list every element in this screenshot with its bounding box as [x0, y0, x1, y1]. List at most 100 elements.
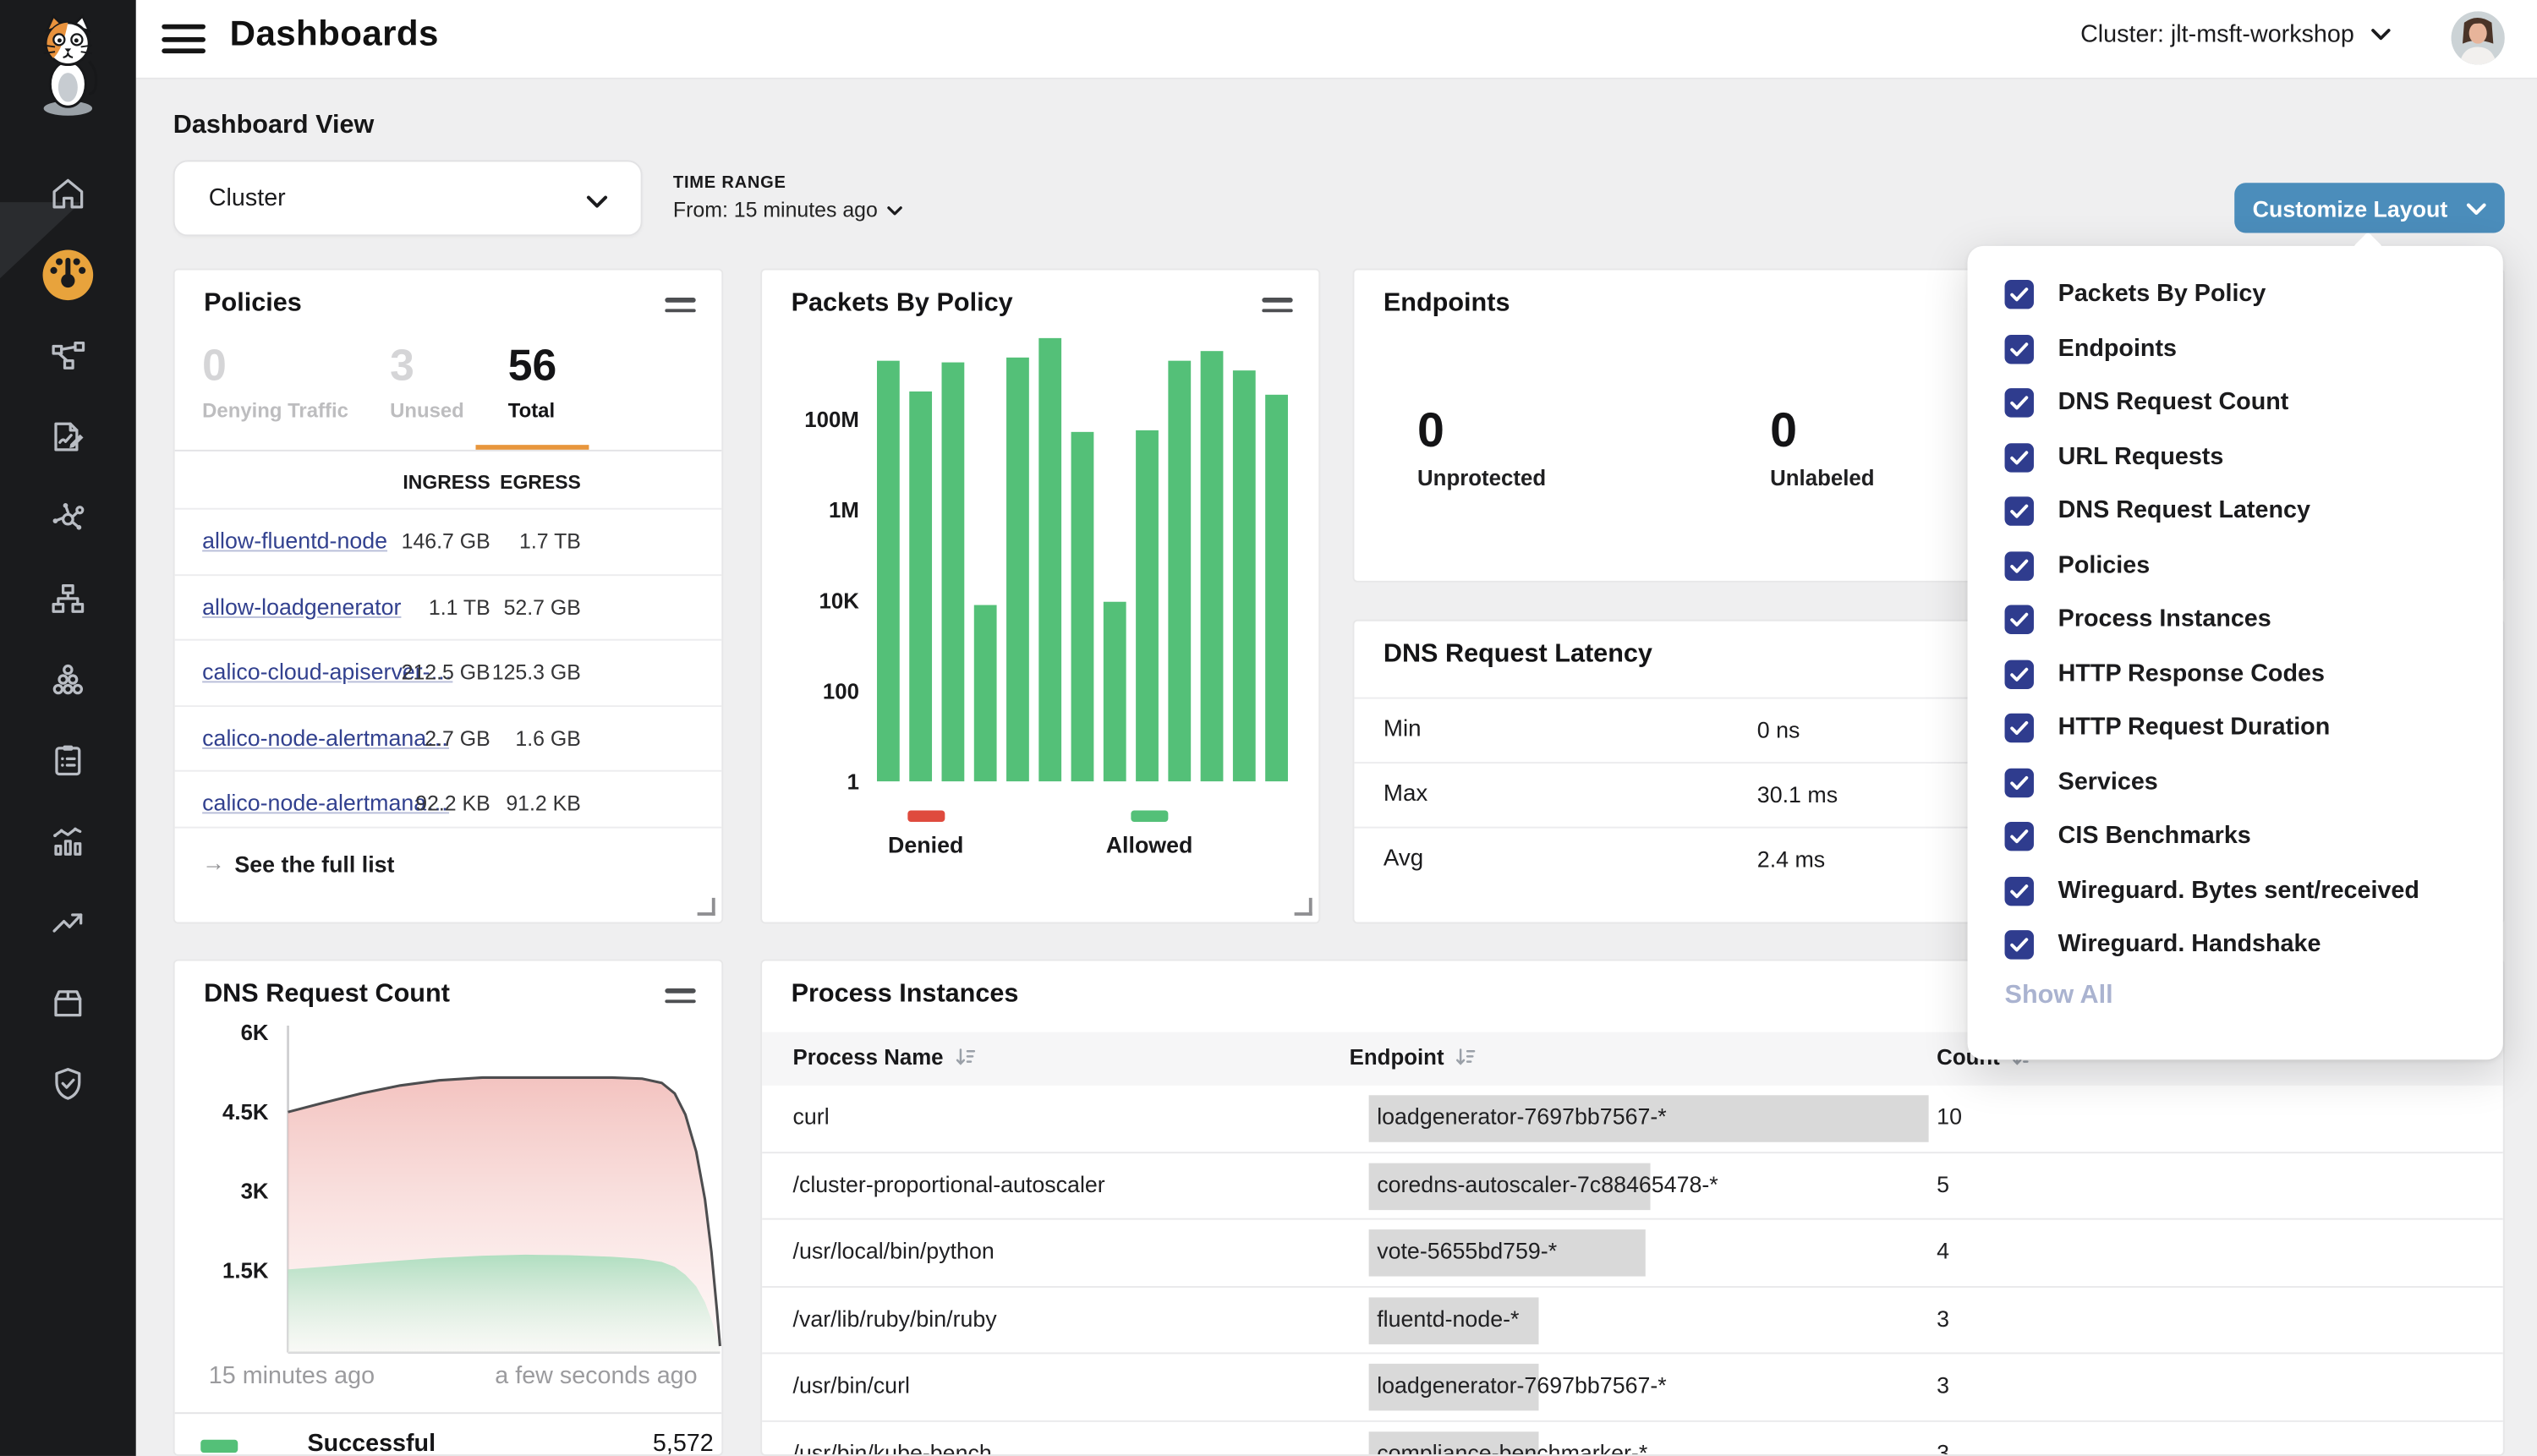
dns-latency-row-list: Min 0 ns Max 30.1 ms Avg 2.4 ms [1354, 697, 2503, 892]
policy-name-link[interactable]: allow-fluentd-node [202, 527, 388, 554]
customize-menu-item[interactable]: Wireguard. Bytes sent/received [1968, 865, 2503, 919]
sidebar-item-policies[interactable] [0, 397, 136, 478]
customize-menu-item[interactable]: Services [1968, 756, 2503, 810]
bar[interactable] [909, 391, 933, 782]
checkbox-checked-icon[interactable] [2004, 821, 2034, 851]
resize-handle[interactable] [697, 897, 715, 916]
policies-stat-total[interactable]: 56 Total [508, 342, 556, 423]
latency-row: Max 30.1 ms [1354, 762, 2503, 827]
customize-menu-list: Packets By Policy Endpoints DNS Request Co… [1968, 269, 2503, 973]
bar[interactable] [1103, 602, 1126, 782]
policies-stat-unused[interactable]: 3 Unused [390, 342, 464, 423]
checkbox-checked-icon[interactable] [2004, 605, 2034, 634]
endpoints-stat-unprotected: 0 Unprotected [1417, 405, 1546, 490]
bar[interactable] [1265, 394, 1288, 782]
package-icon [48, 983, 87, 1022]
bar[interactable] [1136, 430, 1159, 782]
policy-name-link[interactable]: calico-node-alertmana… [202, 724, 449, 750]
checkbox-checked-icon[interactable] [2004, 334, 2034, 364]
sidebar-item-sitemap[interactable] [0, 558, 136, 639]
stat-label: Unused [390, 399, 464, 423]
checkbox-checked-icon[interactable] [2004, 442, 2034, 472]
checkbox-checked-icon[interactable] [2004, 659, 2034, 689]
legend-item[interactable]: Allowed [1106, 810, 1192, 857]
checkbox-checked-icon[interactable] [2004, 930, 2034, 960]
process-count: 3 [1937, 1439, 1950, 1456]
sidebar-item-security-events[interactable] [0, 1043, 136, 1125]
policy-name-link[interactable]: allow-loadgenerator [202, 593, 402, 619]
bar[interactable] [1071, 432, 1094, 782]
endpoint-highlight-bar [1368, 1364, 1539, 1412]
drag-handle-icon[interactable] [1262, 298, 1293, 319]
y-tick-label: 10K [819, 588, 859, 614]
bar[interactable] [1038, 338, 1062, 782]
checkbox-checked-icon[interactable] [2004, 550, 2034, 580]
cluster-selector[interactable]: Cluster: jlt-msft-workshop [2080, 21, 2392, 48]
sidebar-item-trends[interactable] [0, 882, 136, 963]
bar[interactable] [1006, 358, 1029, 782]
customize-menu-item[interactable]: Policies [1968, 539, 2503, 594]
user-avatar[interactable] [2451, 11, 2505, 65]
bar[interactable] [1168, 361, 1192, 782]
stat-label: Denying Traffic [202, 399, 348, 423]
time-range-text: From: 15 minutes ago [672, 197, 878, 222]
customize-menu-item[interactable]: HTTP Request Duration [1968, 702, 2503, 756]
bar[interactable] [973, 605, 997, 782]
customize-menu-item[interactable]: Packets By Policy [1968, 269, 2503, 323]
checkbox-checked-icon[interactable] [2004, 876, 2034, 906]
customize-menu-item[interactable]: HTTP Response Codes [1968, 648, 2503, 702]
stat-value: 56 [507, 341, 557, 391]
see-full-list-link[interactable]: See the full list [234, 851, 395, 877]
checkbox-checked-icon[interactable] [2004, 388, 2034, 418]
time-range-value[interactable]: From: 15 minutes ago [673, 197, 904, 222]
policy-name-link[interactable]: calico-cloud-apiserver-… [202, 658, 453, 685]
customize-menu-item[interactable]: DNS Request Latency [1968, 485, 2503, 539]
trend-up-icon [48, 903, 87, 942]
policy-row: calico-node-alertmana… 2.7 GB 1.6 GB [174, 704, 722, 769]
sidebar-item-dashboards[interactable] [0, 234, 136, 315]
y-tick-label: 1 [847, 769, 859, 795]
checkbox-checked-icon[interactable] [2004, 279, 2034, 309]
sidebar-item-packages[interactable] [0, 962, 136, 1043]
checkbox-checked-icon[interactable] [2004, 496, 2034, 526]
sidebar-item-compliance[interactable] [0, 720, 136, 801]
policy-name-link[interactable]: calico-node-alertmana… [202, 789, 449, 816]
policies-stat-denying[interactable]: 0 Denying Traffic [202, 342, 348, 423]
bar[interactable] [1200, 350, 1224, 782]
customize-menu-item[interactable]: Endpoints [1968, 323, 2503, 377]
customize-menu-item[interactable]: Wireguard. Handshake [1968, 919, 2503, 973]
divider [174, 1412, 722, 1415]
drag-handle-icon[interactable] [665, 988, 696, 1010]
column-header-endpoint[interactable]: Endpoint [1350, 1045, 1477, 1070]
hamburger-menu-icon[interactable] [162, 24, 205, 55]
packets-bars [876, 328, 1301, 782]
show-all-link[interactable]: Show All [2004, 982, 2113, 1010]
bar[interactable] [1232, 369, 1256, 782]
dashboard-view-select[interactable]: Cluster [173, 160, 643, 237]
bar[interactable] [876, 359, 900, 782]
sidebar-item-metrics[interactable] [0, 801, 136, 882]
bar[interactable] [941, 362, 965, 782]
customize-menu-item[interactable]: DNS Request Count [1968, 377, 2503, 431]
customize-menu-item-label: Wireguard. Handshake [2058, 930, 2321, 958]
legend-item[interactable]: Denied [888, 810, 963, 857]
packets-legend: Denied Allowed [762, 810, 1318, 857]
customize-menu-item[interactable]: URL Requests [1968, 431, 2503, 485]
sidebar-item-service-graph[interactable] [0, 315, 136, 397]
drag-handle-icon[interactable] [665, 298, 696, 319]
column-header-process-name[interactable]: Process Name [793, 1045, 976, 1070]
checkbox-checked-icon[interactable] [2004, 713, 2034, 743]
endpoint-name: fluentd-node-* [1377, 1305, 1520, 1332]
calico-cat-logo[interactable] [30, 13, 105, 119]
checkbox-checked-icon[interactable] [2004, 767, 2034, 797]
process-count: 3 [1937, 1372, 1950, 1399]
sidebar-item-home[interactable] [0, 154, 136, 235]
customize-menu-item[interactable]: CIS Benchmarks [1968, 811, 2503, 865]
customize-layout-button[interactable]: Customize Layout [2234, 183, 2505, 233]
resize-handle[interactable] [1294, 897, 1312, 916]
stat-value: 0 [202, 341, 227, 391]
page-title: Dashboards [229, 13, 439, 54]
sidebar-item-workloads[interactable] [0, 639, 136, 720]
customize-menu-item[interactable]: Process Instances [1968, 594, 2503, 648]
sidebar-item-network-visualization[interactable] [0, 477, 136, 558]
